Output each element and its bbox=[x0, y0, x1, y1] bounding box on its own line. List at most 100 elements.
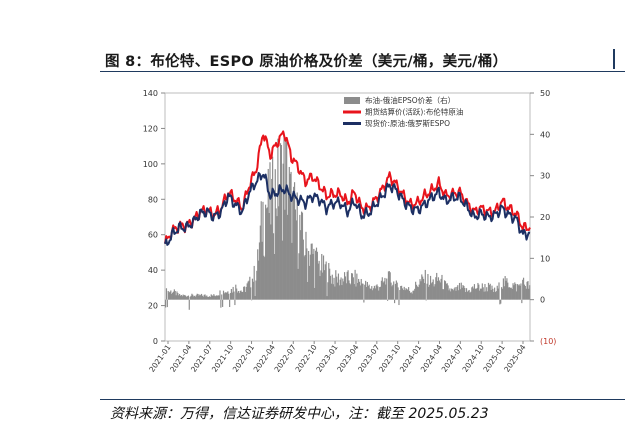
spread-bar bbox=[229, 292, 232, 300]
spread-bar bbox=[236, 288, 238, 300]
spread-bar bbox=[227, 291, 229, 300]
spread-bar bbox=[491, 285, 493, 300]
y-left-tick-label: 20 bbox=[148, 302, 158, 311]
spread-bar bbox=[455, 290, 457, 300]
spread-bar bbox=[480, 288, 483, 300]
spread-bar bbox=[458, 290, 460, 300]
spread-bar bbox=[400, 285, 402, 300]
y-right-tick-label: 0 bbox=[540, 296, 545, 305]
spread-bar bbox=[347, 270, 349, 300]
spread-bar bbox=[311, 243, 313, 300]
spread-bar bbox=[300, 211, 303, 300]
spread-bar bbox=[252, 281, 254, 300]
spread-bar bbox=[332, 284, 334, 300]
spread-bar bbox=[165, 288, 168, 300]
spread-bar bbox=[361, 283, 363, 300]
spread-bar bbox=[178, 295, 180, 300]
spread-bar bbox=[320, 270, 322, 300]
y-left-tick-label: 140 bbox=[143, 89, 158, 98]
spread-bar bbox=[461, 287, 463, 300]
x-tick-label: 2025-04 bbox=[502, 343, 527, 374]
spread-bar bbox=[300, 230, 302, 300]
spread-bar bbox=[525, 288, 527, 300]
spread-bar bbox=[365, 287, 368, 300]
spread-bar bbox=[528, 288, 530, 300]
spread-bar bbox=[387, 271, 390, 300]
spread-bar bbox=[523, 284, 526, 300]
spread-bar bbox=[261, 241, 263, 300]
spread-bar bbox=[286, 142, 288, 300]
spread-bar bbox=[267, 168, 269, 300]
spread-bar bbox=[421, 274, 423, 300]
spread-bar bbox=[394, 283, 397, 300]
spread-bar bbox=[338, 285, 340, 300]
spread-bar bbox=[418, 284, 420, 300]
spread-bar bbox=[479, 288, 482, 300]
spread-bar bbox=[298, 253, 300, 300]
spread-bar bbox=[234, 299, 236, 306]
spread-bar bbox=[373, 285, 375, 300]
spread-bar bbox=[208, 296, 211, 300]
spread-bar bbox=[374, 288, 376, 300]
spread-bar bbox=[375, 285, 377, 300]
spread-bar bbox=[430, 283, 433, 300]
brent-price-line bbox=[164, 130, 531, 244]
spread-bar bbox=[280, 145, 282, 300]
spread-bar bbox=[193, 295, 196, 300]
spread-bar bbox=[296, 192, 298, 300]
spread-bar bbox=[396, 282, 398, 300]
spread-bar bbox=[450, 291, 452, 300]
spread-bar bbox=[271, 178, 273, 300]
spread-bar bbox=[379, 286, 382, 300]
spread-bar bbox=[358, 278, 360, 300]
spread-bar bbox=[233, 291, 235, 300]
spread-bar bbox=[368, 284, 370, 300]
title-rule-end-mark bbox=[613, 49, 615, 69]
spread-bar bbox=[169, 291, 171, 300]
spread-bar bbox=[377, 286, 379, 300]
spread-bar bbox=[376, 284, 378, 300]
spread-bar bbox=[330, 283, 333, 300]
spread-bar bbox=[398, 299, 400, 306]
spread-bar bbox=[500, 299, 502, 304]
spread-bar bbox=[235, 284, 237, 300]
spread-bar bbox=[205, 296, 207, 300]
spread-bar bbox=[317, 263, 319, 300]
spread-bar bbox=[451, 288, 453, 300]
spread-bar bbox=[517, 285, 519, 300]
spread-bar bbox=[370, 289, 372, 300]
spread-bar bbox=[351, 273, 353, 300]
spread-bar bbox=[436, 272, 438, 300]
spread-bar bbox=[219, 290, 221, 300]
spread-bar bbox=[312, 254, 314, 300]
spread-bar bbox=[494, 292, 497, 300]
spread-bar bbox=[477, 282, 479, 300]
spread-bar bbox=[184, 294, 186, 300]
spread-bar bbox=[308, 265, 311, 300]
spread-bar bbox=[266, 207, 268, 300]
spread-bar bbox=[514, 282, 516, 300]
spread-bar bbox=[249, 276, 251, 300]
spread-bar bbox=[288, 166, 290, 300]
spread-bar bbox=[437, 277, 440, 300]
spread-bar bbox=[294, 209, 297, 300]
legend-item-spread-label: 布油-俄油EPSO价差（右） bbox=[365, 95, 455, 105]
spread-bar bbox=[229, 299, 231, 308]
spread-bar bbox=[510, 287, 512, 300]
spread-bar bbox=[372, 288, 375, 300]
spread-bar bbox=[236, 292, 239, 300]
spread-bar bbox=[207, 296, 210, 300]
spread-bar bbox=[486, 287, 488, 300]
figure-title: 图 8：布伦特、ESPO 原油价格及价差（美元/桶，美元/桶） bbox=[105, 54, 508, 70]
spread-bar bbox=[516, 284, 519, 300]
spread-bar bbox=[284, 209, 286, 300]
spread-bar bbox=[245, 286, 247, 300]
spread-bar bbox=[326, 296, 328, 300]
spread-bar bbox=[474, 288, 476, 300]
spread-bar bbox=[416, 286, 418, 300]
spread-bar bbox=[351, 273, 354, 300]
spread-bar bbox=[434, 284, 436, 300]
spread-bar bbox=[350, 284, 352, 300]
spread-bar bbox=[295, 220, 297, 300]
spread-bar bbox=[508, 287, 510, 300]
